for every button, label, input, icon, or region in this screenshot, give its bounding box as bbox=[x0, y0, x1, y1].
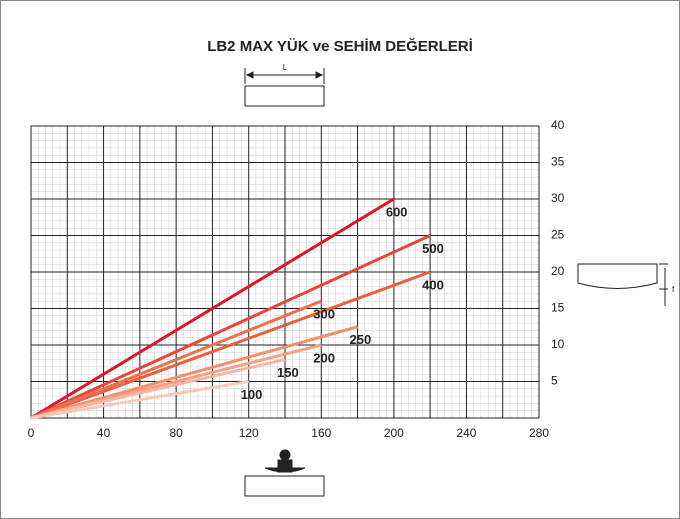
y-tick-label: 35 bbox=[551, 155, 565, 169]
series-label: 250 bbox=[350, 332, 372, 347]
beam-length-icon bbox=[244, 68, 325, 107]
x-tick-label: 80 bbox=[169, 426, 183, 440]
x-tick-label: 40 bbox=[97, 426, 111, 440]
series-label: 150 bbox=[277, 365, 299, 380]
y-tick-label: 15 bbox=[551, 301, 565, 315]
y-tick-label: 30 bbox=[551, 191, 565, 205]
y-tick-label: 40 bbox=[551, 118, 565, 132]
deflection-label: f bbox=[672, 285, 675, 294]
series-line bbox=[30, 270, 431, 420]
series-line bbox=[30, 380, 249, 420]
length-label: L bbox=[283, 63, 288, 72]
chart-title: LB2 MAX YÜK ve SEHİM DEĞERLERİ bbox=[207, 37, 473, 55]
series-line bbox=[30, 234, 431, 420]
series-label: 600 bbox=[386, 204, 408, 219]
deflection-icon bbox=[577, 263, 668, 306]
y-tick-label: 25 bbox=[551, 228, 565, 242]
series-line bbox=[30, 299, 322, 420]
x-tick-label: 200 bbox=[384, 426, 404, 440]
series-label: 500 bbox=[422, 241, 444, 256]
y-tick-label: 5 bbox=[551, 374, 558, 388]
x-tick-label: 160 bbox=[311, 426, 331, 440]
series-line bbox=[30, 358, 286, 420]
load-icon bbox=[244, 449, 325, 497]
y-tick-label: 10 bbox=[551, 337, 565, 351]
x-tick-label: 120 bbox=[239, 426, 259, 440]
series-label: 200 bbox=[313, 350, 335, 365]
series-label: 100 bbox=[241, 387, 263, 402]
series-label: 300 bbox=[313, 307, 335, 322]
series-label: 400 bbox=[422, 277, 444, 292]
x-tick-label: 280 bbox=[529, 426, 549, 440]
x-tick-label: 0 bbox=[28, 426, 35, 440]
y-tick-label: 20 bbox=[551, 264, 565, 278]
x-tick-label: 240 bbox=[456, 426, 476, 440]
series-line bbox=[30, 197, 395, 420]
